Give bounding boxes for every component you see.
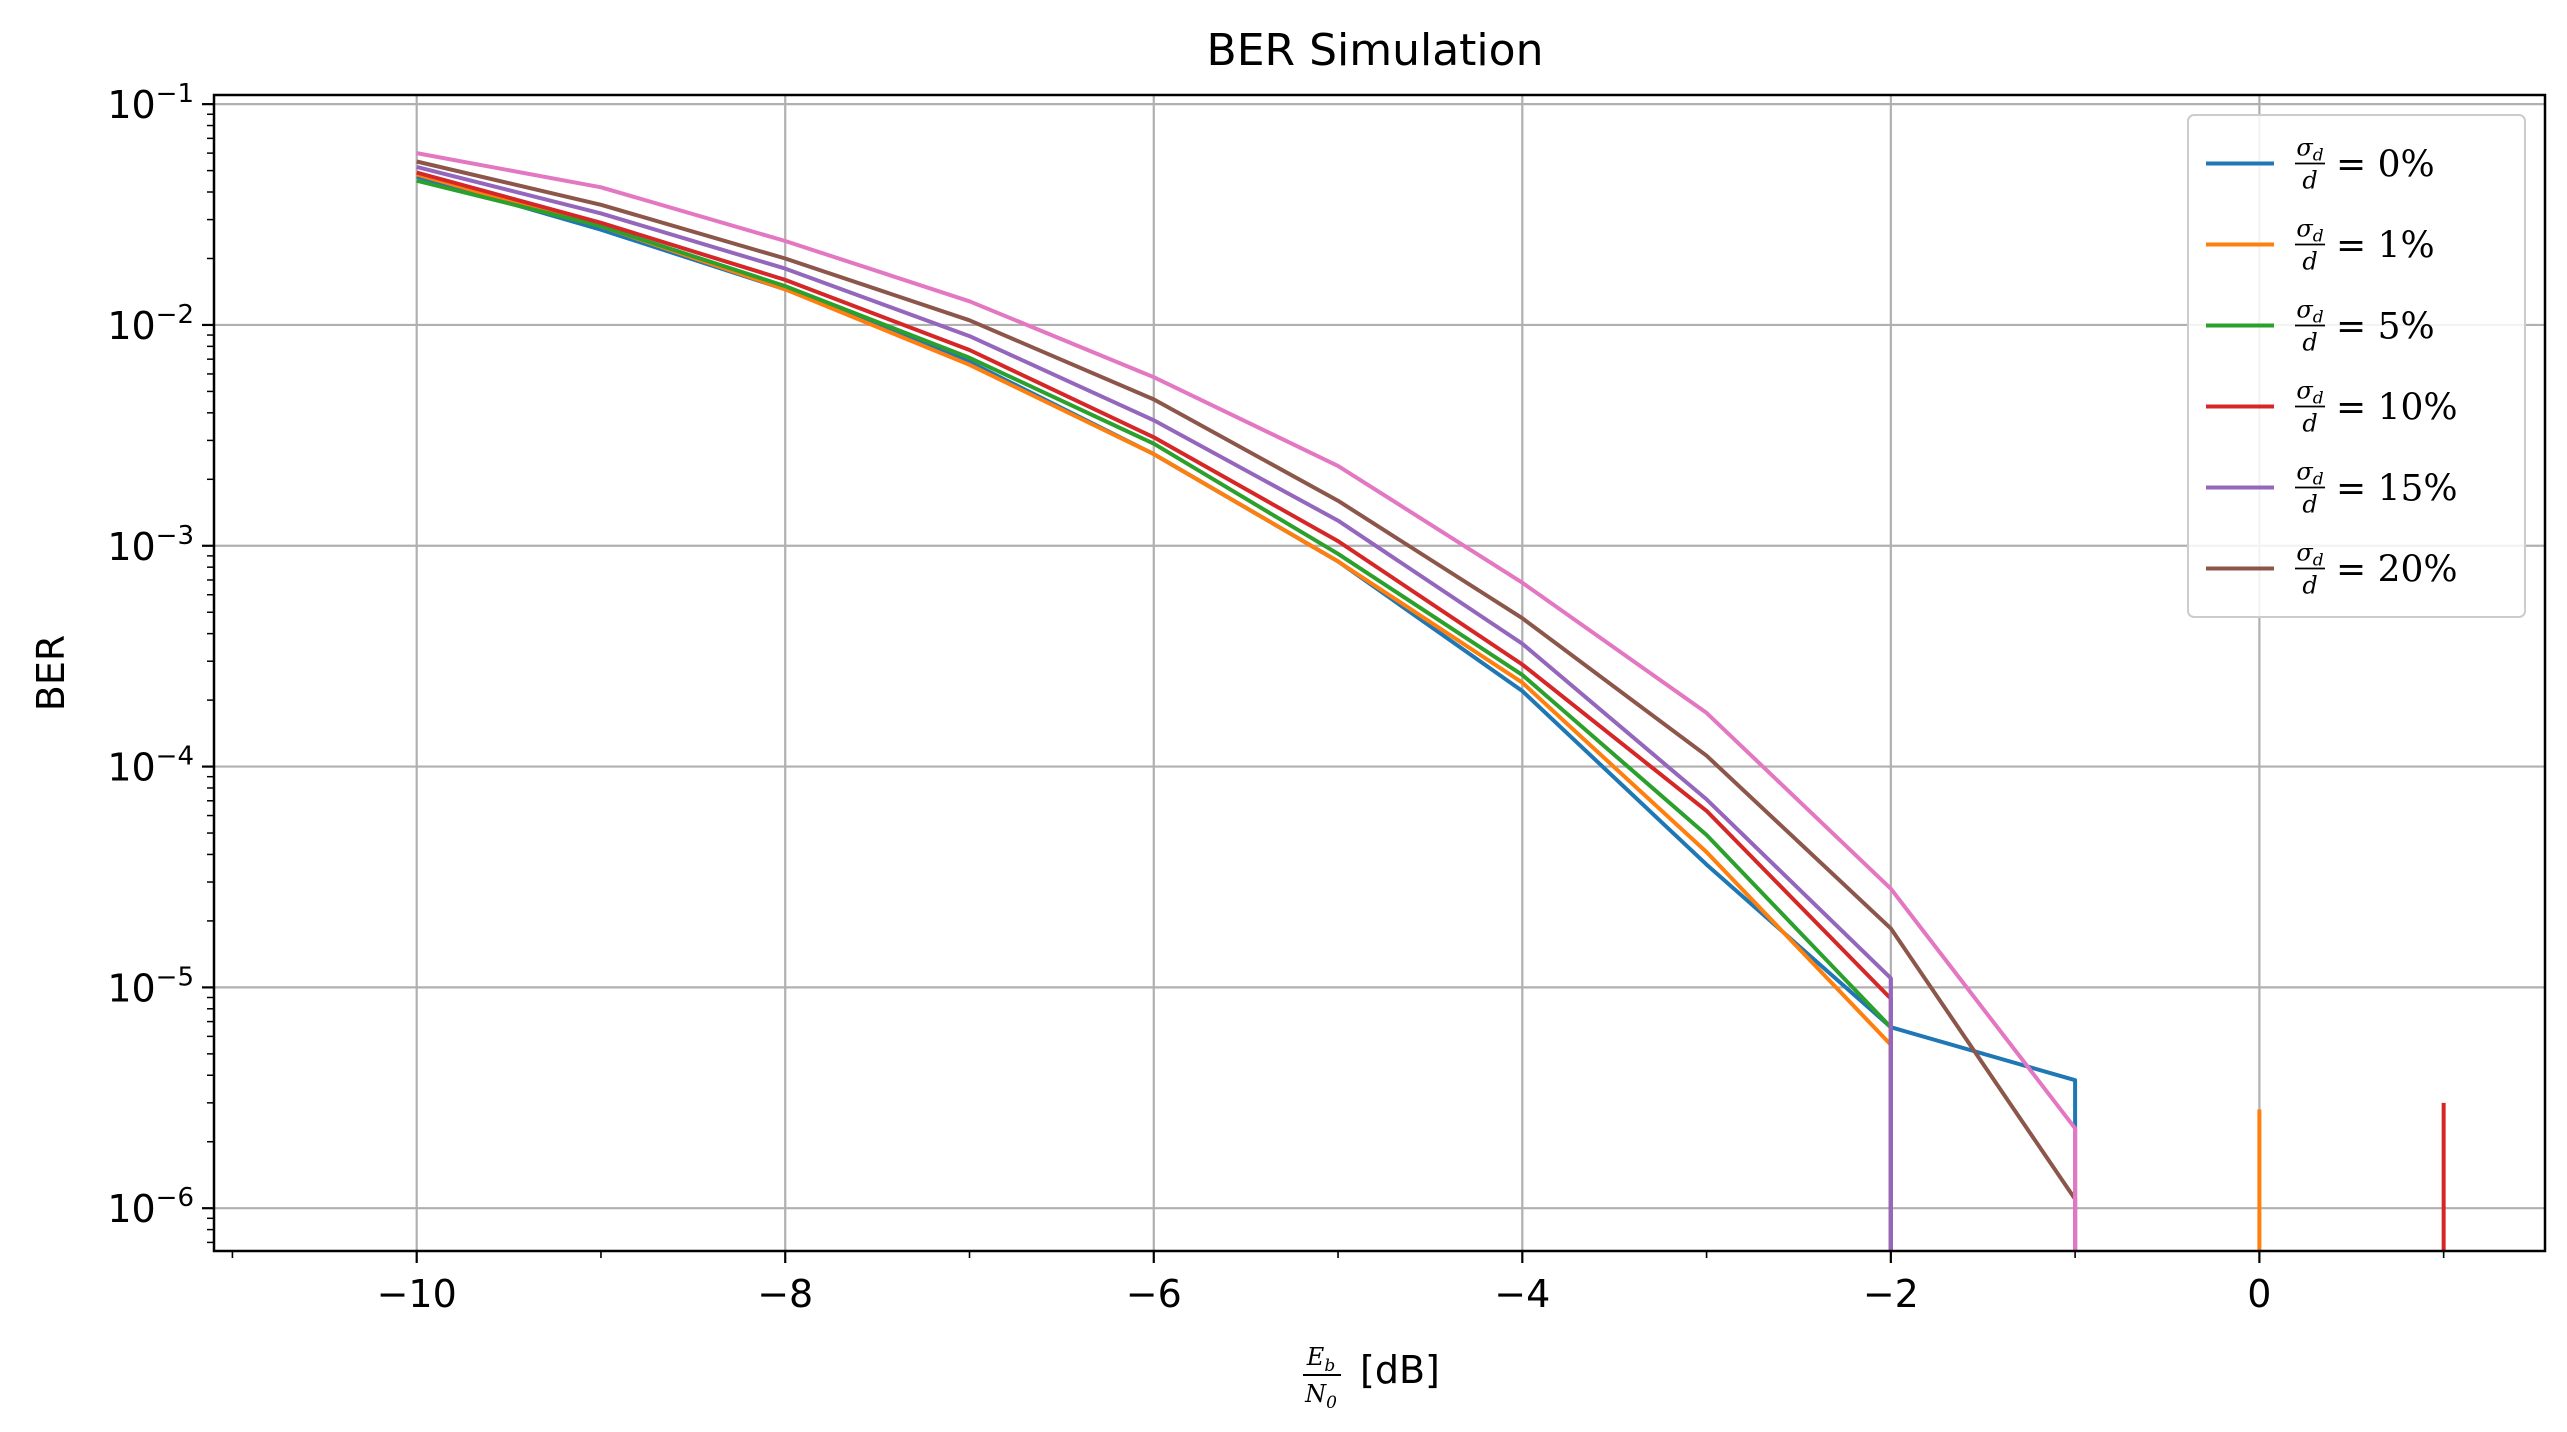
series-line (416, 178, 1893, 1251)
x-tick-label: −6 (1126, 1272, 1182, 1316)
legend: σdd = 0%σdd = 1%σdd = 5%σdd = 10%σdd = 15%σdd… (2187, 114, 2526, 618)
series-line (416, 151, 2078, 1251)
legend-label: = 15% (2336, 469, 2458, 510)
x-tick-label: −4 (1494, 1272, 1550, 1316)
x-axis-label: Eb N0 [dB] (1303, 1343, 1440, 1413)
x-tick-label: −8 (757, 1272, 813, 1316)
legend-entry: σdd = 5% (2206, 296, 2435, 357)
x-label-denominator: N0 (1304, 1380, 1337, 1413)
legend-fraction-numerator: σd (2296, 215, 2323, 247)
chart-title: BER Simulation (1207, 25, 1544, 76)
y-tick-label: 10−6 (107, 1183, 194, 1231)
y-tick-label: 10−3 (107, 521, 194, 569)
legend-fraction-numerator: σd (2296, 458, 2323, 490)
legend-label: = 5% (2336, 307, 2435, 348)
legend-fraction-denominator: d (2302, 491, 2317, 519)
axis-ticks: −10 −8 −6 −4 −2 0 10−1 10−2 10−3 10−4 10−5 10−6 (107, 79, 2445, 1316)
legend-fraction-denominator: d (2302, 248, 2317, 276)
plot-frame (212, 93, 2547, 1253)
legend-fraction-denominator: d (2302, 167, 2317, 195)
series-line (416, 159, 2078, 1251)
series-line (416, 170, 1893, 1251)
legend-label: = 0% (2336, 145, 2435, 186)
legend-fraction-numerator: σd (2296, 296, 2323, 328)
x-tick-label: 0 (2247, 1272, 2271, 1316)
y-tick-label: 10−5 (107, 962, 194, 1010)
legend-entry: σdd = 0% (2206, 134, 2435, 195)
legend-label: = 20% (2336, 550, 2458, 591)
legend-entry: σdd = 15% (2206, 458, 2458, 519)
series-lines (416, 151, 2446, 1251)
legend-fraction-numerator: σd (2296, 134, 2323, 166)
legend-fraction-denominator: d (2302, 572, 2317, 600)
x-label-unit: [dB] (1360, 1348, 1440, 1392)
y-tick-label: 10−1 (107, 79, 194, 127)
legend-entry: σdd = 1% (2206, 215, 2435, 276)
legend-fraction-denominator: d (2302, 329, 2317, 357)
legend-entry: σdd = 20% (2206, 539, 2458, 600)
legend-fraction-numerator: σd (2296, 377, 2323, 409)
y-axis-label: BER (29, 635, 73, 711)
legend-label: = 1% (2336, 226, 2435, 267)
series-line (416, 164, 1893, 1251)
x-label-numerator: Eb (1306, 1343, 1335, 1376)
y-tick-label: 10−2 (107, 300, 194, 348)
legend-fraction-denominator: d (2302, 410, 2317, 438)
x-tick-label: −10 (377, 1272, 457, 1316)
legend-box (2187, 114, 2526, 618)
legend-entry: σdd = 10% (2206, 377, 2458, 438)
legend-fraction-numerator: σd (2296, 539, 2323, 571)
y-tick-label: 10−4 (107, 742, 194, 790)
x-tick-label: −2 (1863, 1272, 1919, 1316)
legend-label: = 10% (2336, 388, 2458, 429)
